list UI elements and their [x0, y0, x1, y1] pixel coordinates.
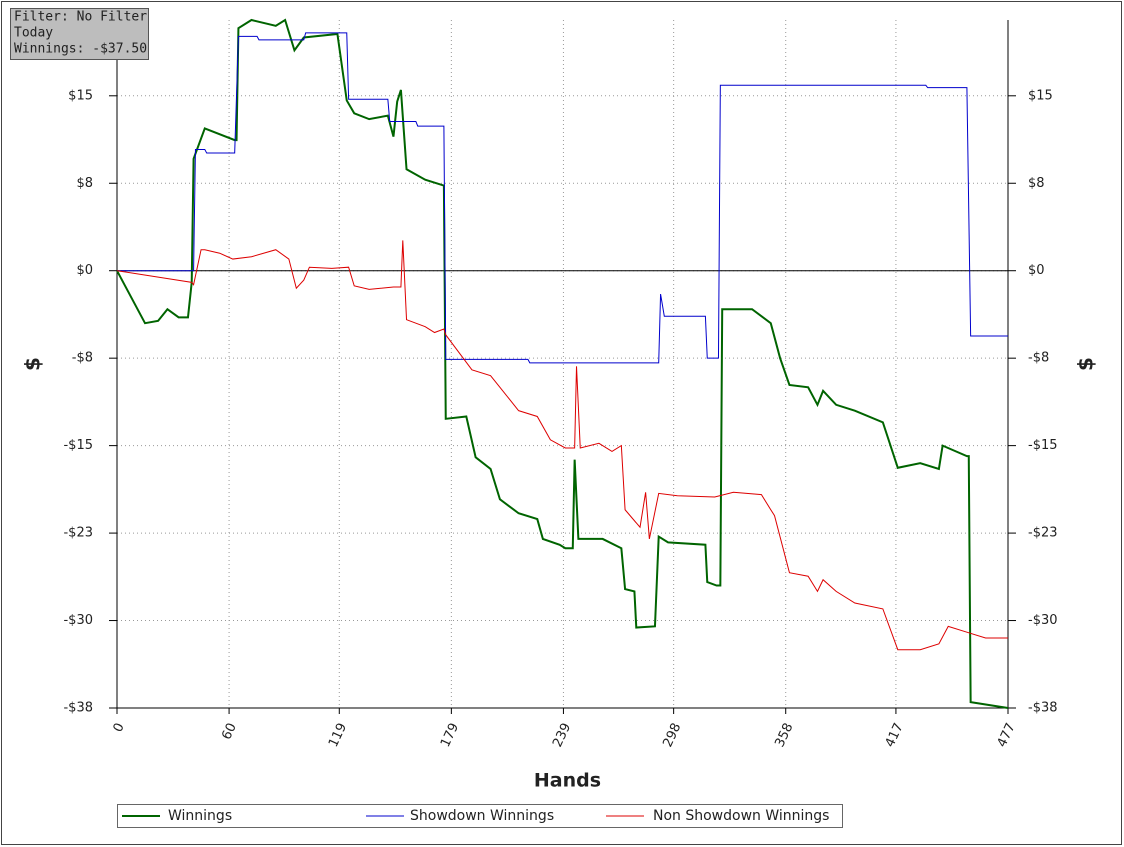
- y-tick-label: -$23: [63, 526, 93, 541]
- annotation: Winnings: -$37.50: [14, 42, 147, 57]
- y-tick-label: -$8: [72, 351, 93, 366]
- x-tick-label: 60: [219, 721, 240, 742]
- series-line: [116, 18, 1009, 709]
- x-axis-label: Hands: [534, 770, 601, 792]
- y2-tick-label: -$15: [1028, 438, 1058, 453]
- y-tick-label: $15: [68, 88, 93, 103]
- y2-tick-label: $8: [1028, 176, 1045, 191]
- y2-tick-label: -$30: [1028, 613, 1058, 628]
- y-tick-label: -$30: [63, 613, 93, 628]
- y2-axis-label: $: [1074, 357, 1098, 371]
- y-tick-label: $0: [76, 263, 93, 278]
- y2-tick-label: -$23: [1028, 526, 1058, 541]
- legend-label: Non Showdown Winnings: [653, 808, 829, 824]
- y-tick-label: $8: [76, 176, 93, 191]
- y2-tick-label: -$8: [1028, 351, 1049, 366]
- y2-tick-label: $15: [1028, 88, 1053, 103]
- y2-tick-label: $0: [1028, 263, 1045, 278]
- y2-tick-label: -$38: [1028, 701, 1058, 716]
- legend-label: Winnings: [168, 808, 232, 824]
- filter-box: [10, 8, 149, 60]
- y-axis-label: $: [21, 357, 45, 371]
- annotation: Today: [14, 26, 53, 41]
- y-tick-label: -$15: [63, 438, 93, 453]
- y-tick-label: -$38: [63, 701, 93, 716]
- legend-label: Showdown Winnings: [410, 808, 554, 824]
- series-line: [116, 240, 1008, 651]
- annotation: Filter: No Filter: [14, 10, 147, 25]
- legend-box: [117, 804, 843, 828]
- series-line: [117, 32, 1008, 364]
